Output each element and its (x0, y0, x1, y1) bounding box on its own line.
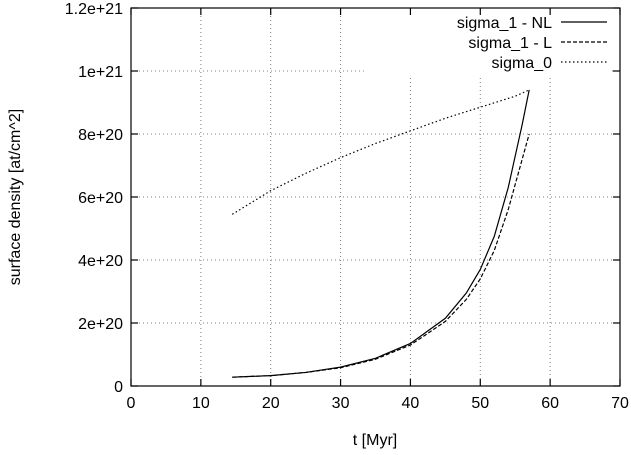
x-tick-label: 70 (611, 395, 629, 412)
x-axis-label: t [Myr] (353, 432, 397, 449)
x-tick-label: 0 (127, 395, 136, 412)
legend-label-3: sigma_0 (492, 55, 553, 72)
y-tick-labels: 0 2e+20 4e+20 6e+20 8e+20 1e+21 1.2e+21 (65, 1, 123, 396)
y-tick-label: 4e+20 (78, 253, 123, 270)
legend-label-1: sigma_1 - NL (457, 15, 552, 32)
series-group (231, 89, 530, 378)
y-tick-label: 1.2e+21 (65, 1, 123, 18)
x-tick-label: 50 (471, 395, 489, 412)
x-tick-label: 10 (192, 395, 210, 412)
x-tick-label: 60 (541, 395, 559, 412)
y-tick-label: 0 (114, 379, 123, 396)
ticks (130, 7, 621, 387)
y-tick-label: 6e+20 (78, 190, 123, 207)
y-tick-label: 2e+20 (78, 316, 123, 333)
series-line-3 (231, 89, 530, 215)
x-tick-label: 20 (262, 395, 280, 412)
x-tick-label: 40 (402, 395, 420, 412)
y-tick-label: 8e+20 (78, 127, 123, 144)
x-tick-labels: 0 10 20 30 40 50 60 70 (127, 395, 629, 412)
y-axis-label: surface density [at/cm^2] (7, 109, 24, 285)
series-line-1 (232, 89, 530, 378)
legend: sigma_1 - NL sigma_1 - L sigma_0 (457, 15, 607, 72)
y-tick-label: 1e+21 (78, 64, 123, 81)
x-tick-label: 30 (332, 395, 350, 412)
legend-label-2: sigma_1 - L (468, 35, 552, 52)
series-line-2 (232, 133, 530, 378)
